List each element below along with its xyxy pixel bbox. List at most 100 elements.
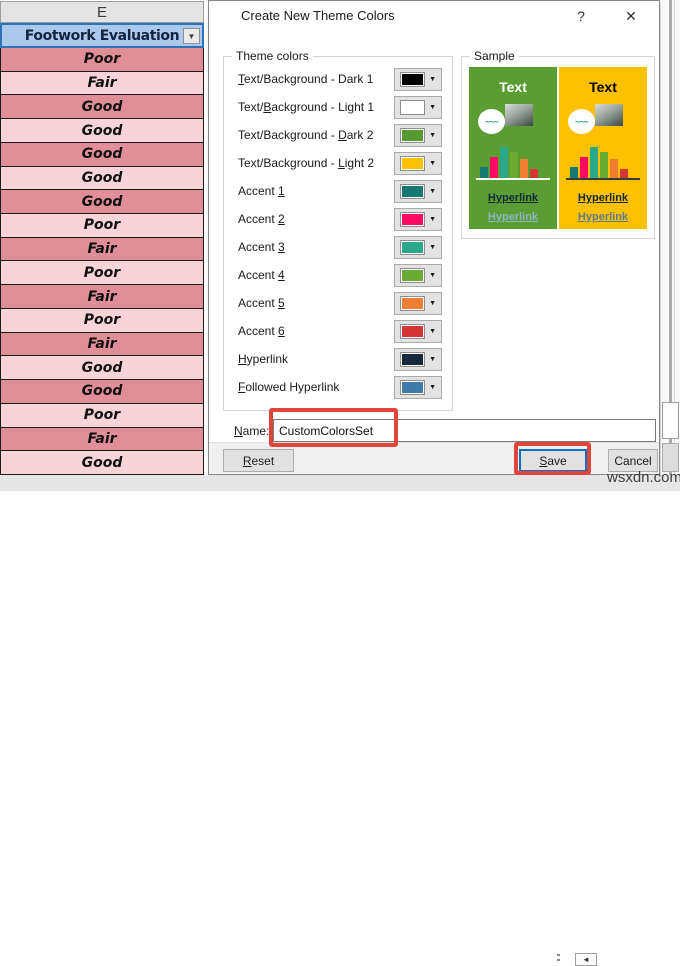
sample-baseline — [476, 178, 550, 180]
table-row[interactable]: Fair — [1, 332, 203, 357]
scroll-left-arrow-icon[interactable]: ◄ — [575, 953, 597, 966]
help-icon[interactable]: ? — [577, 8, 585, 24]
reset-button[interactable]: Reset — [223, 449, 294, 472]
color-swatch — [400, 99, 425, 115]
sample-followed-hyperlink[interactable]: Hyperlink — [487, 211, 539, 223]
table-row[interactable]: Good — [1, 380, 203, 404]
save-button[interactable]: Save — [519, 449, 587, 472]
theme-colors-group-label: Theme colors — [232, 49, 313, 63]
close-icon[interactable]: ✕ — [625, 7, 637, 24]
chevron-down-icon: ▼ — [429, 187, 436, 195]
sample-hyperlink[interactable]: Hyperlink — [577, 192, 629, 204]
table-row[interactable]: Good — [1, 190, 203, 215]
dialog-footer: Reset Save Cancel — [209, 442, 659, 474]
sample-bar — [600, 152, 608, 178]
theme-color-dropdown[interactable]: ▼ — [394, 207, 442, 231]
sample-bar — [480, 167, 488, 178]
chevron-down-icon: ▼ — [429, 299, 436, 307]
theme-color-row: Text/Background - Dark 2 ▼ — [224, 121, 452, 149]
chevron-down-icon: ▼ — [429, 327, 436, 335]
table-row[interactable]: Poor — [1, 48, 203, 72]
watermark: wsxdn.com — [607, 469, 680, 486]
sample-bar — [510, 152, 518, 178]
dialog-title: Create New Theme Colors — [241, 8, 395, 23]
table-row[interactable]: Good — [1, 119, 203, 143]
theme-color-dropdown[interactable]: ▼ — [394, 235, 442, 259]
sample-text-label: Text — [499, 79, 527, 95]
theme-color-dropdown[interactable]: ▼ — [394, 375, 442, 399]
table-row[interactable]: Good — [1, 356, 203, 381]
theme-color-label: Accent 4 — [238, 268, 285, 282]
sample-card: Text ~~~ Hyperlink Hyperlink — [559, 67, 647, 229]
theme-color-dropdown[interactable]: ▼ — [394, 67, 442, 91]
chevron-down-icon: ▼ — [429, 159, 436, 167]
vertical-scrollbar[interactable] — [661, 0, 680, 475]
color-swatch — [400, 183, 425, 199]
evaluation-rows: Poor Fair Good Good Good Good Good Poor Fair Poor… — [0, 48, 204, 475]
theme-colors-group: Theme colors Text/Background - Dark 1 ▼ Te… — [223, 49, 453, 411]
color-swatch — [400, 211, 425, 227]
header-cell-footwork-evaluation[interactable]: Footwork Evaluation ▼ — [0, 23, 204, 48]
theme-color-dropdown[interactable]: ▼ — [394, 151, 442, 175]
chevron-down-icon: ▼ — [429, 103, 436, 111]
sample-bar — [500, 147, 508, 178]
table-row[interactable]: Good — [1, 451, 203, 475]
sample-group-label: Sample — [470, 49, 519, 63]
chevron-down-icon: ▼ — [429, 215, 436, 223]
table-row[interactable]: Good — [1, 142, 203, 167]
table-row[interactable]: Poor — [1, 261, 203, 286]
sample-hyperlink[interactable]: Hyperlink — [487, 192, 539, 204]
color-swatch — [400, 155, 425, 171]
name-input[interactable] — [273, 419, 656, 442]
theme-color-label: Accent 2 — [238, 212, 285, 226]
table-row[interactable]: Good — [1, 166, 203, 191]
sample-text-label: Text — [589, 79, 617, 95]
theme-color-label: Hyperlink — [238, 352, 289, 366]
color-swatch — [400, 267, 425, 283]
color-swatch — [400, 127, 425, 143]
scrollbar-track-line — [669, 0, 672, 475]
table-row[interactable]: Fair — [1, 427, 203, 452]
sample-bar — [610, 159, 618, 178]
theme-color-dropdown[interactable]: ▼ — [394, 179, 442, 203]
theme-color-dropdown[interactable]: ▼ — [394, 347, 442, 371]
sample-card: Text ~~~ Hyperlink Hyperlink — [469, 67, 557, 229]
theme-color-label: Text/Background - Light 1 — [238, 100, 375, 114]
theme-color-label: Accent 1 — [238, 184, 285, 198]
sample-baseline — [566, 178, 640, 180]
table-row[interactable]: Fair — [1, 237, 203, 262]
table-row[interactable]: Poor — [1, 214, 203, 238]
sample-followed-hyperlink[interactable]: Hyperlink — [577, 211, 629, 223]
scrollbar-button-bottom[interactable] — [662, 443, 679, 472]
scrollbar-button-top[interactable] — [662, 402, 679, 439]
chevron-down-icon: ▼ — [429, 131, 436, 139]
theme-color-dropdown[interactable]: ▼ — [394, 95, 442, 119]
table-row[interactable]: Good — [1, 95, 203, 120]
theme-color-label: Text/Background - Light 2 — [238, 156, 375, 170]
table-row[interactable]: Fair — [1, 285, 203, 309]
sample-group: Sample Text ~~~ Hyperlink Hyperlink Text ~~~ H… — [461, 49, 655, 239]
table-row[interactable]: Poor — [1, 308, 203, 333]
chevron-down-icon: ▼ — [429, 243, 436, 251]
filter-dropdown-icon[interactable]: ▼ — [183, 28, 200, 44]
color-swatch — [400, 351, 425, 367]
theme-color-dropdown[interactable]: ▼ — [394, 123, 442, 147]
theme-color-label: Accent 3 — [238, 240, 285, 254]
column-header-E[interactable]: E — [0, 1, 204, 23]
cancel-button[interactable]: Cancel — [608, 449, 658, 472]
theme-color-dropdown[interactable]: ▼ — [394, 291, 442, 315]
theme-color-label: Text/Background - Dark 2 — [238, 128, 374, 142]
color-swatch — [400, 239, 425, 255]
spreadsheet-panel: E Footwork Evaluation ▼ Poor Fair Good Good… — [0, 0, 207, 475]
color-swatch — [400, 323, 425, 339]
theme-color-row: Followed Hyperlink ▼ — [224, 373, 452, 401]
theme-color-row: Accent 6 ▼ — [224, 317, 452, 345]
theme-color-label: Followed Hyperlink — [238, 380, 340, 394]
color-swatch — [400, 71, 425, 87]
sample-square-shape — [505, 104, 533, 126]
table-row[interactable]: Poor — [1, 403, 203, 428]
theme-color-dropdown[interactable]: ▼ — [394, 319, 442, 343]
table-row[interactable]: Fair — [1, 71, 203, 96]
theme-color-dropdown[interactable]: ▼ — [394, 263, 442, 287]
